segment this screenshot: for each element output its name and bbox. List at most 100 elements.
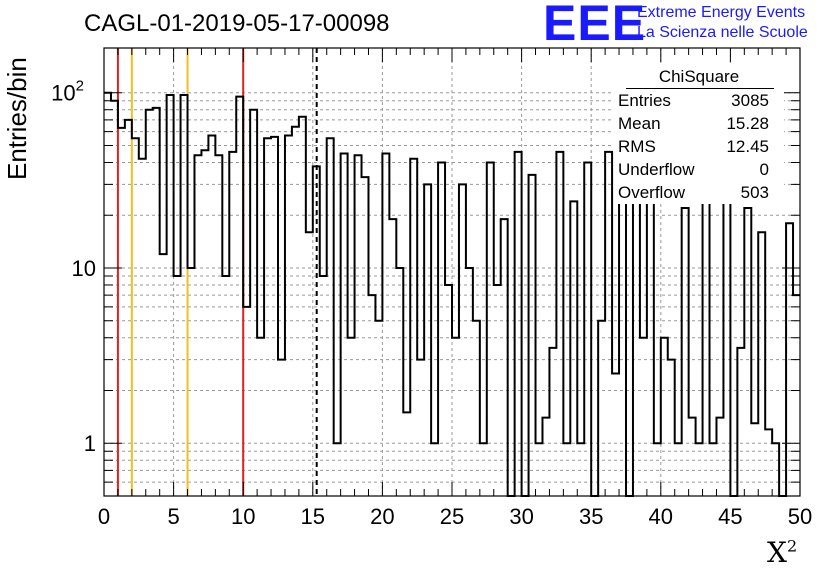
- histogram-bin: [327, 138, 334, 496]
- histogram-bin: [459, 184, 466, 496]
- histogram-bin: [118, 128, 125, 496]
- y-axis-label: Entries/bin: [2, 57, 32, 180]
- histogram-bin: [410, 159, 417, 496]
- histogram-bin: [640, 338, 647, 496]
- histogram-bin: [542, 418, 549, 496]
- chart-title: CAGL-01-2019-05-17-00098: [84, 10, 390, 37]
- histogram-bin: [647, 173, 654, 496]
- x-tick-label: 50: [788, 504, 812, 529]
- histogram-bin: [250, 110, 257, 496]
- y-tick-label: 10: [72, 256, 96, 281]
- histogram-bin: [668, 360, 675, 496]
- x-tick-label: 10: [231, 504, 255, 529]
- tick-labels: 0 5 10 15 20 25 30 35 40 45 50 1 10 102: [51, 78, 812, 529]
- x-tick-label: 35: [579, 504, 603, 529]
- histogram-bin: [132, 138, 139, 496]
- histogram-bin: [703, 175, 710, 496]
- x-axis-label: X2: [767, 536, 797, 569]
- stats-row-overflow: Overflow 503: [614, 181, 784, 204]
- histogram-bin: [208, 136, 215, 496]
- histogram-bin: [229, 152, 236, 496]
- x-tick-label: 0: [98, 504, 110, 529]
- stats-row-mean: Mean 15.28: [614, 112, 784, 135]
- histogram-bin: [661, 338, 668, 496]
- histogram-bin: [633, 187, 640, 496]
- histogram-bin: [598, 321, 605, 496]
- histogram-bin: [389, 219, 396, 496]
- histogram-bin: [139, 159, 146, 496]
- stats-key: Underflow: [618, 160, 695, 179]
- histogram-bin: [529, 175, 536, 496]
- logo-line-2: La Scienza nelle Scuole: [637, 24, 808, 41]
- histogram-bin: [306, 232, 313, 496]
- histogram-bin: [320, 276, 327, 496]
- histogram-bin: [751, 423, 758, 496]
- histogram-bin: [299, 117, 306, 496]
- stats-title: ChiSquare: [626, 66, 774, 89]
- histogram-bin: [188, 268, 195, 496]
- stats-key: Overflow: [618, 183, 686, 202]
- histogram-bin: [368, 295, 375, 496]
- histogram-bin: [758, 232, 765, 496]
- histogram-outline: [104, 91, 800, 497]
- axis-ticks: [103, 48, 801, 497]
- histogram-bin: [125, 120, 132, 496]
- histogram-bin: [466, 268, 473, 496]
- histogram-bin: [487, 162, 494, 496]
- histogram-bin: [612, 374, 619, 496]
- histogram-bin: [348, 338, 355, 496]
- histogram-bin: [438, 162, 445, 496]
- histogram-bin: [723, 190, 730, 496]
- x-tick-label: 40: [649, 504, 673, 529]
- logo-line-1: Extreme Energy Events: [637, 4, 806, 21]
- histogram-bin: [215, 155, 222, 496]
- x-tick-label: 30: [509, 504, 533, 529]
- histogram-bin: [584, 162, 591, 496]
- histogram-bin: [682, 208, 689, 496]
- histogram-bin: [104, 93, 111, 496]
- histogram-bin: [264, 138, 271, 496]
- histogram-bin: [222, 276, 229, 496]
- x-tick-label: 5: [167, 504, 179, 529]
- stats-value: 12.45: [726, 137, 769, 156]
- histogram-bin: [285, 136, 292, 496]
- histogram-bin: [619, 166, 626, 496]
- histogram-bin: [424, 184, 431, 496]
- histogram-bin: [111, 101, 118, 496]
- stats-value: 3085: [731, 91, 769, 110]
- stats-row-entries: Entries 3085: [614, 89, 784, 112]
- stats-value: 15.28: [726, 114, 769, 133]
- x-axis-label-exponent: 2: [786, 536, 798, 556]
- histogram-bin: [292, 127, 299, 496]
- histogram-bin: [174, 276, 181, 496]
- marker-lines: [116, 48, 318, 496]
- x-tick-label: 45: [718, 504, 742, 529]
- histogram-bin: [689, 418, 696, 496]
- histogram-bin: [744, 208, 751, 496]
- histogram-bin: [160, 254, 167, 496]
- stats-row-underflow: Underflow 0: [614, 158, 784, 181]
- histogram-bars: [104, 91, 800, 497]
- histogram-bin: [278, 360, 285, 496]
- histogram-bin: [355, 155, 362, 496]
- histogram-bin: [605, 152, 612, 496]
- x-tick-label: 15: [301, 504, 325, 529]
- histogram-bin: [737, 348, 744, 496]
- stats-key: Mean: [618, 114, 661, 133]
- histogram-bin: [236, 97, 243, 496]
- histogram-bin: [549, 348, 556, 496]
- histogram-bin: [375, 321, 382, 496]
- histogram-bin: [570, 201, 577, 496]
- histogram-bin: [716, 418, 723, 496]
- histogram-bin: [382, 154, 389, 496]
- histogram-bin: [515, 152, 522, 496]
- eee-logo: EEE Extreme Energy Events La Scienza nel…: [543, 0, 833, 48]
- y-tick-label: 102: [51, 78, 84, 106]
- stats-value: 503: [740, 183, 769, 202]
- histogram-bin: [146, 110, 153, 496]
- histogram-bin: [473, 321, 480, 496]
- histogram-bin: [153, 108, 160, 496]
- histogram-bin: [793, 295, 800, 496]
